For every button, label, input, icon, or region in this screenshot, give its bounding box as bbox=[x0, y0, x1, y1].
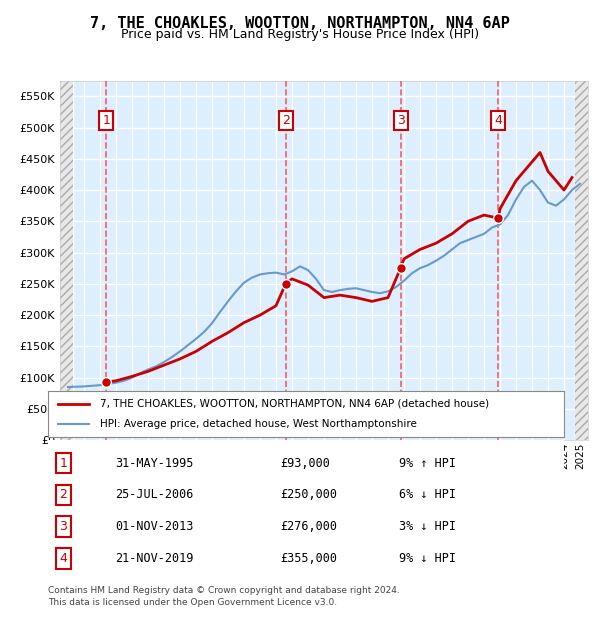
Text: 4: 4 bbox=[494, 113, 502, 126]
Text: 7, THE CHOAKLES, WOOTTON, NORTHAMPTON, NN4 6AP: 7, THE CHOAKLES, WOOTTON, NORTHAMPTON, N… bbox=[90, 16, 510, 30]
Text: £93,000: £93,000 bbox=[280, 456, 330, 469]
Bar bbox=[60, 81, 73, 440]
Bar bbox=[575, 81, 588, 440]
Text: 2: 2 bbox=[281, 113, 290, 126]
Text: 3: 3 bbox=[397, 113, 405, 126]
Text: 3: 3 bbox=[59, 520, 67, 533]
Text: 7, THE CHOAKLES, WOOTTON, NORTHAMPTON, NN4 6AP (detached house): 7, THE CHOAKLES, WOOTTON, NORTHAMPTON, N… bbox=[100, 399, 489, 409]
Text: 1: 1 bbox=[103, 113, 110, 126]
Text: £355,000: £355,000 bbox=[280, 552, 337, 565]
Text: £276,000: £276,000 bbox=[280, 520, 337, 533]
Text: 25-JUL-2006: 25-JUL-2006 bbox=[115, 489, 193, 502]
Text: 2: 2 bbox=[59, 489, 67, 502]
Text: HPI: Average price, detached house, West Northamptonshire: HPI: Average price, detached house, West… bbox=[100, 419, 416, 429]
Text: 9% ↑ HPI: 9% ↑ HPI bbox=[399, 456, 456, 469]
Text: 31-MAY-1995: 31-MAY-1995 bbox=[115, 456, 193, 469]
Text: Contains HM Land Registry data © Crown copyright and database right 2024.: Contains HM Land Registry data © Crown c… bbox=[48, 586, 400, 595]
Text: This data is licensed under the Open Government Licence v3.0.: This data is licensed under the Open Gov… bbox=[48, 598, 337, 608]
Text: 21-NOV-2019: 21-NOV-2019 bbox=[115, 552, 193, 565]
Text: 3% ↓ HPI: 3% ↓ HPI bbox=[399, 520, 456, 533]
Text: 6% ↓ HPI: 6% ↓ HPI bbox=[399, 489, 456, 502]
Text: 4: 4 bbox=[59, 552, 67, 565]
Text: Price paid vs. HM Land Registry's House Price Index (HPI): Price paid vs. HM Land Registry's House … bbox=[121, 28, 479, 41]
Text: 9% ↓ HPI: 9% ↓ HPI bbox=[399, 552, 456, 565]
Text: £250,000: £250,000 bbox=[280, 489, 337, 502]
Text: 1: 1 bbox=[59, 456, 67, 469]
Text: 01-NOV-2013: 01-NOV-2013 bbox=[115, 520, 193, 533]
